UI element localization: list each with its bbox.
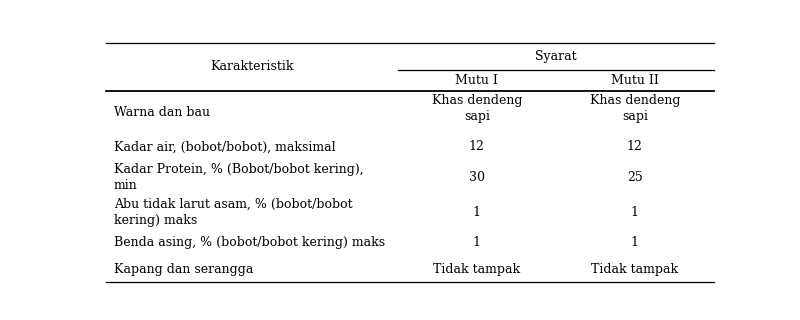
Text: 25: 25 [627,171,642,184]
Text: 1: 1 [473,206,481,219]
Text: Khas dendeng
sapi: Khas dendeng sapi [590,93,680,123]
Text: Kadar air, (bobot/bobot), maksimal: Kadar air, (bobot/bobot), maksimal [114,140,335,153]
Text: 12: 12 [469,140,485,153]
Text: Kadar Protein, % (Bobot/bobot kering),
min: Kadar Protein, % (Bobot/bobot kering), m… [114,163,363,192]
Text: Warna dan bau: Warna dan bau [114,106,210,119]
Text: Mutu II: Mutu II [611,74,658,87]
Text: Tidak tampak: Tidak tampak [591,263,678,276]
Text: Tidak tampak: Tidak tampak [434,263,520,276]
Text: Mutu I: Mutu I [455,74,498,87]
Text: Kapang dan serangga: Kapang dan serangga [114,263,253,276]
Text: 30: 30 [469,171,485,184]
Text: Syarat: Syarat [535,50,577,63]
Text: 1: 1 [631,236,639,249]
Text: 1: 1 [631,206,639,219]
Text: Karakteristik: Karakteristik [210,60,294,74]
Text: 1: 1 [473,236,481,249]
Text: 12: 12 [627,140,642,153]
Text: Khas dendeng
sapi: Khas dendeng sapi [431,93,522,123]
Text: Benda asing, % (bobot/bobot kering) maks: Benda asing, % (bobot/bobot kering) maks [114,236,385,249]
Text: Abu tidak larut asam, % (bobot/bobot
kering) maks: Abu tidak larut asam, % (bobot/bobot ker… [114,198,352,227]
